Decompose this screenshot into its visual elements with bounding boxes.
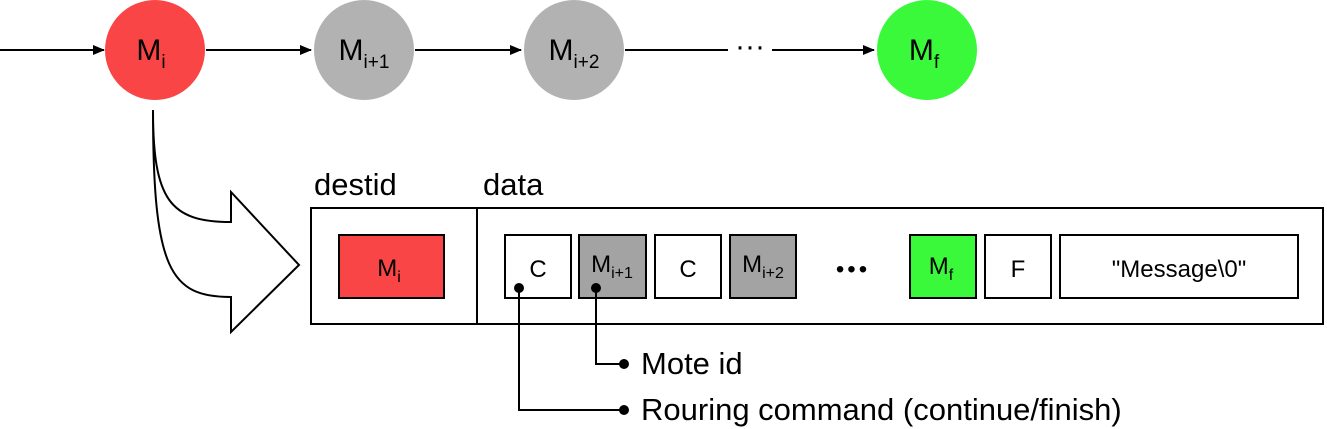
data-cell-command-2-box [654, 234, 722, 299]
packet-creation-arrow [152, 109, 301, 335]
data-cell-mote-f: Mf [909, 234, 977, 299]
data-label: data [483, 167, 544, 202]
node-mi-plus-1: Mi+1 [314, 0, 414, 100]
node-mf-label: Mf [909, 34, 940, 73]
routing-command-callout-line [518, 288, 624, 411]
node-mi-circle [105, 0, 205, 100]
node-mi-plus-2-label: Mi+2 [549, 34, 600, 73]
mote-id-annotation: Mote id [641, 346, 743, 381]
data-cell-mote-i-plus-2-box [729, 234, 797, 299]
node-mi-plus-2-circle [524, 0, 624, 100]
data-cell-mote-i-plus-1-label: Mi+1 [591, 251, 633, 282]
node-mf: Mf [877, 0, 977, 100]
data-cell-message-label: "Message\0" [1112, 256, 1246, 283]
mote-id-callout-line [595, 288, 624, 365]
data-cell-message-box [1059, 234, 1299, 299]
mote-id-callout-end-dot [619, 359, 629, 369]
data-cell-mote-f-box [909, 234, 977, 299]
data-cells-ellipsis: ••• [836, 256, 870, 283]
routing-command-callout-end-dot [619, 405, 629, 415]
data-cell-mote-i-plus-1: Mi+1 [578, 234, 647, 299]
destid-cell: Mi [338, 234, 445, 299]
data-cell-finish-label: F [1011, 256, 1026, 283]
data-cell-message: "Message\0" [1059, 234, 1299, 299]
node-mi-plus-2: Mi+2 [524, 0, 624, 100]
data-cell-mote-f-label: Mf [929, 253, 954, 284]
data-cell-command-2: C [654, 234, 722, 299]
destid-cell-box [338, 234, 445, 299]
routing-command-callout: Rouring command (continue/finish) [514, 283, 1122, 427]
node-mi-plus-1-label: Mi+1 [339, 34, 390, 73]
data-cell-finish: F [984, 234, 1052, 299]
node-mi-label: Mi [136, 34, 165, 73]
data-cell-mote-i-plus-1-box [578, 234, 647, 299]
data-cell-command-1-label: C [529, 256, 546, 283]
chain-ellipsis: ··· [735, 30, 765, 63]
data-cell-command-2-label: C [679, 256, 696, 283]
data-cell-finish-box [984, 234, 1052, 299]
node-mf-circle [877, 0, 977, 100]
routing-command-annotation: Rouring command (continue/finish) [641, 392, 1122, 427]
node-mi-plus-1-circle [314, 0, 414, 100]
destid-cell-label: Mi [377, 255, 401, 286]
data-cell-mote-i-plus-2-label: Mi+2 [742, 251, 784, 282]
mote-id-callout: Mote id [591, 283, 743, 381]
node-mi: Mi [105, 0, 205, 100]
destid-label: destid [314, 167, 397, 202]
data-cell-mote-i-plus-2: Mi+2 [729, 234, 797, 299]
